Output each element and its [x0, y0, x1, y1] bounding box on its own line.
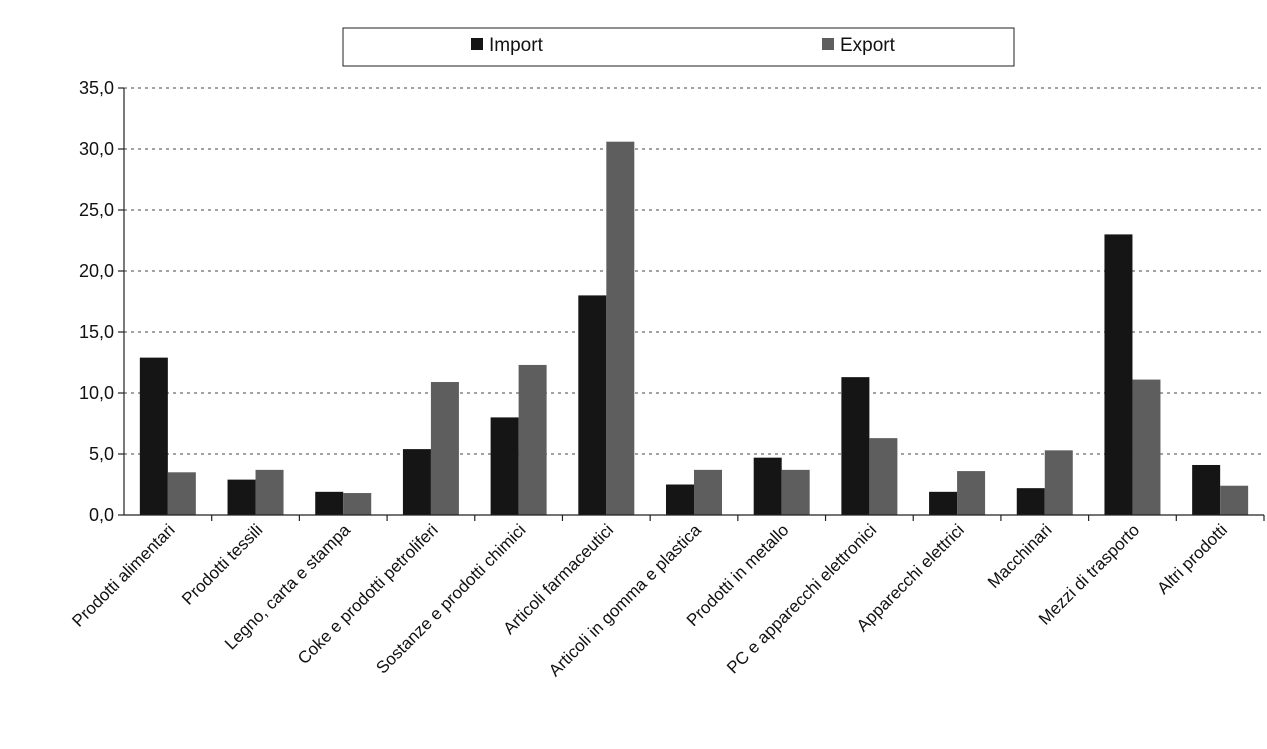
- bar-import-0: [139, 357, 168, 515]
- x-category-label: Prodotti tessili: [178, 520, 266, 608]
- x-category-label: Articoli in gomma e plastica: [545, 520, 705, 680]
- bar-import-7: [753, 457, 782, 515]
- bar-export-7: [781, 469, 810, 515]
- bar-import-9: [929, 491, 958, 515]
- legend: Import Export: [342, 27, 1015, 67]
- bar-export-6: [694, 469, 722, 515]
- y-tick-label: 35,0: [79, 78, 114, 98]
- gridlines: [124, 87, 1264, 455]
- bar-export-5: [606, 141, 635, 515]
- bar-export-4: [518, 364, 547, 515]
- bar-import-12: [1192, 464, 1221, 515]
- bar-export-10: [1044, 450, 1073, 515]
- bar-import-4: [490, 417, 519, 515]
- bar-import-6: [666, 484, 694, 515]
- y-tick-label: 25,0: [79, 200, 114, 220]
- x-category-label: PC e apparecchi elettronici: [723, 520, 880, 677]
- bar-export-1: [255, 469, 284, 515]
- bar-import-2: [315, 491, 344, 515]
- legend-label-import: Import: [489, 35, 544, 56]
- legend-label-export: Export: [840, 35, 896, 56]
- y-tick-label: 0,0: [89, 505, 114, 525]
- x-category-label: Macchinari: [984, 520, 1056, 592]
- bar-export-2: [343, 493, 372, 515]
- legend-swatch-export: [822, 38, 834, 50]
- bar-export-11: [1132, 379, 1161, 515]
- bar-import-3: [402, 449, 431, 515]
- x-category-label: Sostanze e prodotti chimici: [372, 520, 529, 677]
- y-axis-tick-labels: 0,0 5,0 10,0 15,0 20,0 25,0 30,0 35,0: [79, 78, 114, 525]
- x-category-label: Altri prodotti: [1153, 520, 1231, 598]
- bar-import-8: [841, 377, 870, 515]
- x-category-label: Prodotti alimentari: [68, 520, 178, 630]
- y-tick-label: 20,0: [79, 261, 114, 281]
- bar-import-11: [1104, 234, 1133, 515]
- bar-export-0: [167, 472, 196, 515]
- bar-export-9: [957, 471, 986, 515]
- y-tick-label: 15,0: [79, 322, 114, 342]
- bar-export-12: [1220, 485, 1249, 515]
- bar-export-3: [430, 382, 459, 515]
- bar-import-1: [227, 479, 256, 515]
- y-tick-label: 30,0: [79, 139, 114, 159]
- bar-import-10: [1016, 488, 1045, 515]
- bars: [139, 141, 1249, 515]
- y-tick-label: 5,0: [89, 444, 114, 464]
- x-axis-category-labels: Prodotti alimentari Prodotti tessiliLegno…: [68, 520, 1231, 680]
- axes: [118, 87, 1265, 521]
- legend-swatch-import: [471, 38, 483, 50]
- bar-import-5: [578, 295, 607, 515]
- x-category-label: Coke e prodotti petroliferi: [294, 520, 442, 668]
- y-tick-label: 10,0: [79, 383, 114, 403]
- legend-box: [342, 27, 1015, 67]
- bar-export-8: [869, 438, 898, 515]
